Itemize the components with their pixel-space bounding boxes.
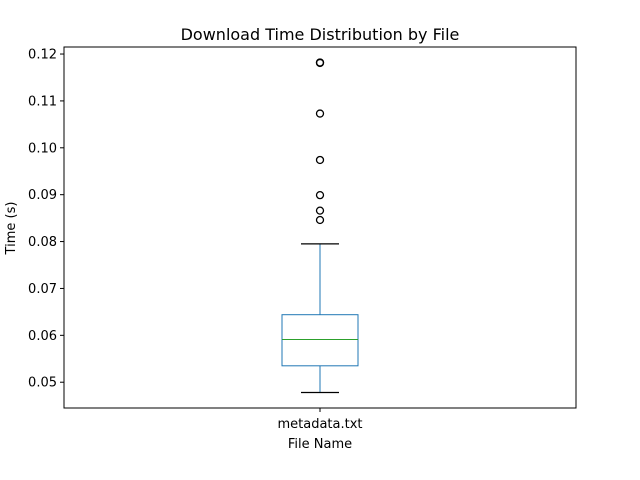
plot-area-frame <box>63 46 577 409</box>
outlier-point <box>315 206 325 215</box>
x-axis-label: File Name <box>288 437 352 452</box>
chart-title: Download Time Distribution by File <box>181 25 460 44</box>
y-tick-label: 0.08 <box>28 235 57 250</box>
outlier-point <box>315 191 325 200</box>
outlier-point <box>315 109 325 118</box>
box-series <box>281 58 359 394</box>
iqr-box <box>281 314 359 367</box>
y-tick-label: 0.11 <box>28 94 57 109</box>
outlier-point <box>315 155 325 165</box>
y-tick-label: 0.09 <box>28 188 57 203</box>
y-axis-label: Time (s) <box>4 202 19 256</box>
y-tick-label: 0.12 <box>28 48 57 63</box>
x-axis: metadata.txt <box>277 408 363 432</box>
y-tick-label: 0.07 <box>28 282 57 297</box>
y-tick-label: 0.05 <box>28 376 57 391</box>
y-tick-label: 0.10 <box>28 141 57 156</box>
y-tick-label: 0.06 <box>28 329 57 344</box>
outlier-point <box>315 58 325 67</box>
y-axis: 0.05 0.06 0.07 0.08 0.09 0.10 0.11 0.12 <box>28 48 64 391</box>
x-tick-label: metadata.txt <box>277 417 362 432</box>
outlier-point <box>315 215 325 225</box>
